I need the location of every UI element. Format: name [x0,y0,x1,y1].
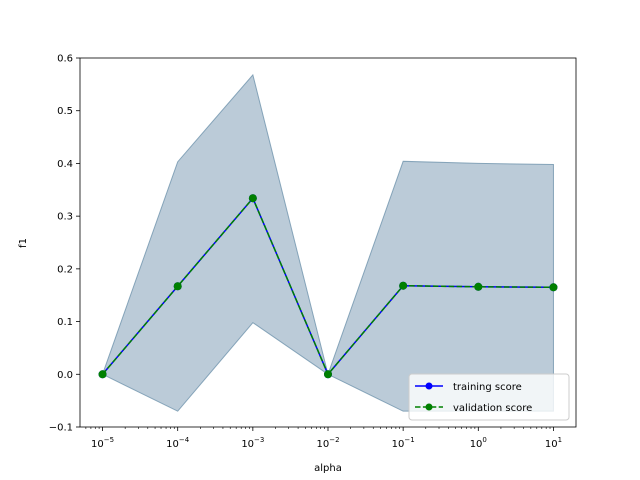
legend-label-1: validation score [453,403,532,414]
y-tick-label-5: 0.4 [57,159,73,170]
series-1-point-1 [173,282,182,291]
y-tick-label-6: 0.5 [57,106,73,117]
y-axis-label: f1 [18,238,29,248]
y-tick-label-3: 0.2 [57,264,73,275]
series-1-point-6 [549,283,558,292]
x-axis: 10−5 10−4 10−3 10−2 10−1 100 101 [85,427,562,450]
x-tick-label-3: 10−2 [316,436,339,450]
x-tick-label-2: 10−3 [241,436,264,450]
x-tick-label-6: 101 [545,436,562,450]
x-tick-label-5: 100 [470,436,487,450]
series-layer [98,194,558,379]
y-tick-label-2: 0.1 [57,317,73,328]
series-1-point-2 [248,194,257,203]
series-1-point-3 [324,370,332,379]
series-1-point-0 [98,370,107,379]
x-tick-label-4: 10−1 [392,436,415,450]
x-tick-label-0: 10−5 [91,436,114,450]
legend-marker-1 [425,403,433,411]
x-tick-label-1: 10−4 [166,436,190,450]
y-axis: −0.1 0.0 0.1 0.2 0.3 0.4 0.5 0.6 [49,54,80,434]
y-tick-label-4: 0.3 [57,212,73,223]
legend-marker-0 [425,382,433,390]
legend-label-0: training score [453,382,522,393]
legend: training score validation score [408,373,570,421]
y-tick-label-0: −0.1 [49,423,73,434]
legend-box [408,373,570,421]
series-1-point-4 [399,281,408,290]
y-tick-label-7: 0.6 [57,54,73,65]
x-axis-label: alpha [314,463,342,474]
y-tick-label-1: 0.0 [57,370,73,381]
series-1-point-5 [474,282,483,291]
